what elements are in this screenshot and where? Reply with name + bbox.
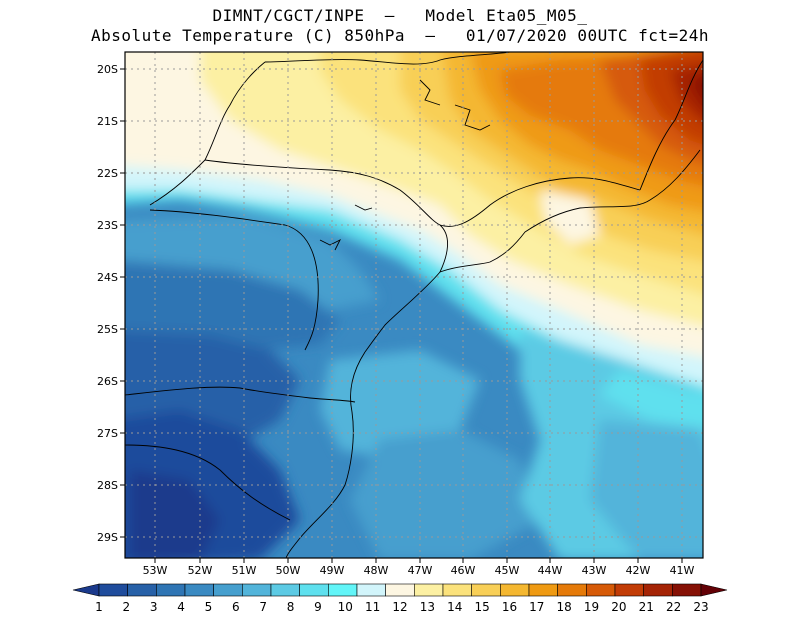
colorbar-swatch [586,583,616,597]
lon-label: 49W [320,564,345,577]
colorbar-swatch [385,583,415,597]
colorbar-swatch [98,583,128,597]
colorbar-label: 4 [177,600,185,614]
lon-label: 43W [582,564,607,577]
colorbar-swatch [328,583,358,597]
graticule [125,52,703,558]
colorbar-swatch [213,583,243,597]
colorbar-swatch [356,583,386,597]
colorbar-label: 19 [584,600,599,614]
colorbar-label: 14 [447,600,462,614]
colorbar-swatch [127,583,157,597]
lon-label: 51W [232,564,257,577]
colorbar-label: 3 [150,600,158,614]
lat-label: 28S [97,479,118,492]
latitude-labels: 20S 21S 22S 23S 24S 25S 26S 27S 28S 29S [97,63,118,544]
colorbar-label: 10 [338,600,353,614]
colorbar-label: 11 [365,600,380,614]
title-line-1: DIMNT/CGCT/INPE – Model Eta05_M05_ [212,6,588,25]
lat-label: 20S [97,63,118,76]
colorbar-label: 23 [693,600,708,614]
map-frame [124,51,704,559]
lat-label: 25S [97,323,118,336]
colorbar-label: 20 [611,600,626,614]
colorbar-swatch [643,583,673,597]
lat-label: 23S [97,219,118,232]
axis-ticks [120,68,683,563]
lon-label: 50W [276,564,301,577]
title-line-2: Absolute Temperature (C) 850hPa – 01/07/… [90,26,710,45]
colorbar-swatch [299,583,329,597]
temperature-field [125,52,703,558]
colorbar-label: 18 [557,600,572,614]
colorbar-swatch [156,583,186,597]
colorbar-label: 13 [420,600,435,614]
lon-label: 53W [143,564,168,577]
lon-label: 52W [188,564,213,577]
colorbar-label: 12 [392,600,407,614]
colorbar-swatch [471,583,501,597]
colorbar-label: 22 [666,600,681,614]
lon-label: 41W [670,564,695,577]
colorbar-label: 5 [205,600,213,614]
longitude-labels: 53W 52W 51W 50W 49W 48W 47W 46W 45W 44W … [143,564,695,577]
colorbar-swatch [442,583,472,597]
colorbar-label: 7 [259,600,267,614]
colorbar-label: 21 [639,600,654,614]
lat-label: 26S [97,375,118,388]
colorbar-label: 2 [123,600,131,614]
lon-label: 45W [495,564,520,577]
colorbar-arrow-low [72,583,100,597]
lat-label: 27S [97,427,118,440]
lon-label: 42W [626,564,651,577]
lat-label: 21S [97,115,118,128]
lon-label: 44W [538,564,563,577]
colorbar-swatch [614,583,644,597]
lat-label: 22S [97,167,118,180]
colorbar-swatch [414,583,444,597]
lon-label: 46W [451,564,476,577]
colorbar-label: 17 [529,600,544,614]
colorbar-swatch [500,583,530,597]
colorbar-swatch [528,583,558,597]
colorbar-labels: 1 2 3 4 5 6 7 8 9 10 11 12 13 14 15 16 17 18 19 20 21 22 23 [95,600,708,614]
colorbar-label: 9 [314,600,322,614]
colorbar-swatch [242,583,272,597]
colorbar-swatch [270,583,300,597]
colorbar-arrow-high [700,583,728,597]
colorbar-label: 15 [474,600,489,614]
lon-label: 48W [364,564,389,577]
colorbar-label: 8 [287,600,295,614]
colorbar-label: 16 [502,600,517,614]
colorbar-swatch [672,583,702,597]
lon-label: 47W [408,564,433,577]
colorbar-swatch [557,583,587,597]
colorbar-label: 1 [95,600,103,614]
lat-label: 24S [97,271,118,284]
lat-label: 29S [97,531,118,544]
coastlines-and-borders [125,52,703,558]
colorbar-label: 6 [232,600,240,614]
colorbar [72,583,728,597]
colorbar-swatch [184,583,214,597]
